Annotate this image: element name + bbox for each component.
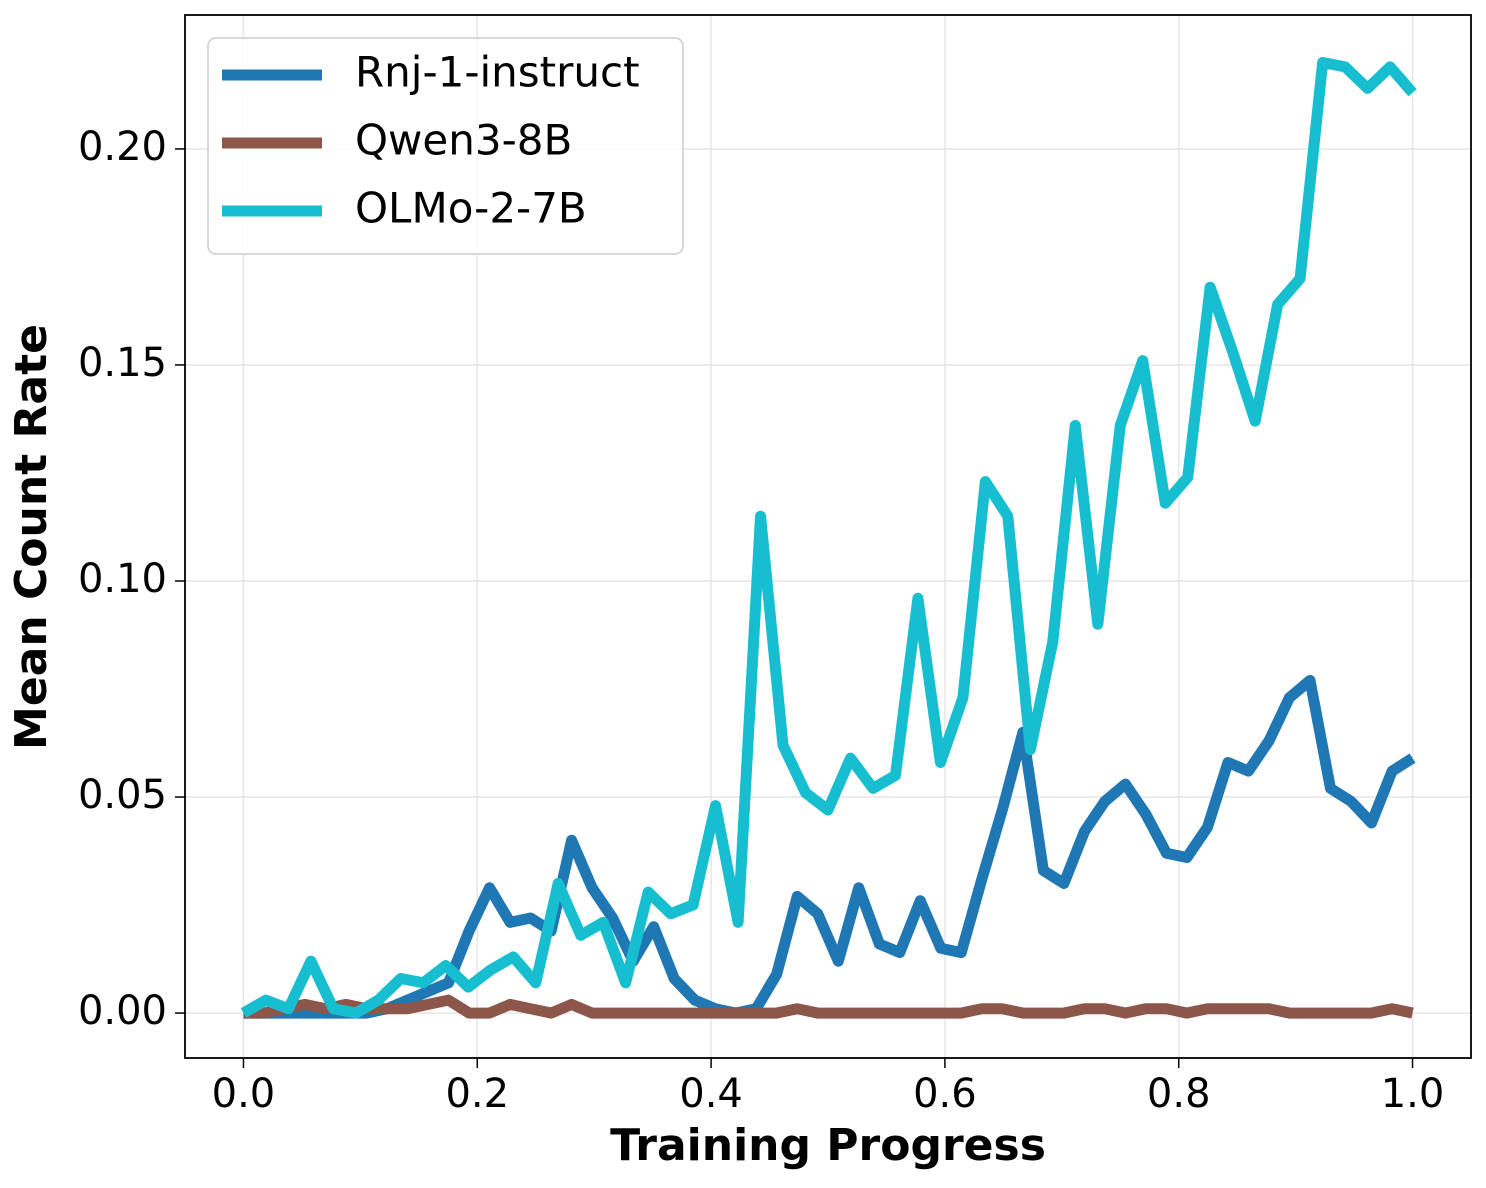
x-tick-label: 0.2 [445, 1071, 509, 1117]
legend-label: Qwen3-8B [355, 116, 572, 165]
y-tick-label: 0.20 [78, 124, 167, 170]
legend-box [207, 37, 684, 255]
y-tick-label: 0.00 [78, 988, 167, 1034]
y-tick-label: 0.05 [78, 772, 167, 818]
plot-frame [184, 14, 1472, 1059]
x-tick-label: 1.0 [1381, 1071, 1445, 1117]
x-tick-label: 0.0 [212, 1071, 276, 1117]
legend-label: Rnj-1-instruct [355, 48, 640, 97]
data-line [240, 57, 1417, 1019]
legend: Rnj-1-instruct Qwen3-8B OLMo-2-7B [207, 37, 684, 255]
x-tick-label: 0.4 [679, 1071, 743, 1117]
legend-label: OLMo-2-7B [355, 184, 587, 233]
data-line [243, 674, 1416, 1019]
x-tick-label: 0.6 [913, 1071, 977, 1117]
x-tick-label: 0.8 [1147, 1071, 1211, 1117]
y-axis-label: Mean Count Rate [6, 324, 57, 750]
y-tick-label: 0.10 [78, 556, 167, 602]
data-line [243, 994, 1414, 1019]
y-tick-label: 0.15 [78, 340, 167, 386]
x-axis-label: Training Progress [610, 1120, 1046, 1171]
